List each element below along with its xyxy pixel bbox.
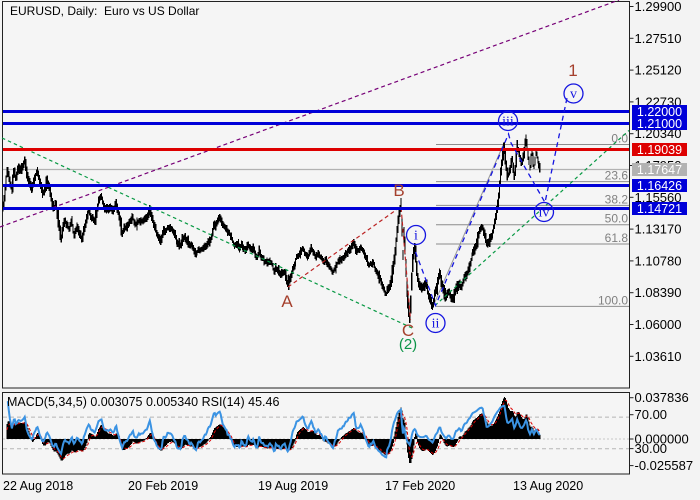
svg-text:1.03610: 1.03610	[635, 349, 682, 364]
svg-text:1.19039: 1.19039	[637, 143, 682, 157]
svg-text:1.13170: 1.13170	[635, 222, 682, 237]
svg-text:100.0: 100.0	[598, 293, 628, 307]
svg-text:1.29900: 1.29900	[635, 0, 682, 14]
svg-text:A: A	[281, 292, 293, 311]
svg-text:1.15560: 1.15560	[635, 190, 682, 205]
svg-text:1.17647: 1.17647	[637, 163, 682, 177]
svg-text:iv: iv	[539, 206, 550, 221]
svg-text:1.25120: 1.25120	[635, 63, 682, 78]
svg-text:1.10780: 1.10780	[635, 253, 682, 268]
svg-text:(2): (2)	[399, 336, 417, 353]
svg-text:50.0: 50.0	[605, 212, 629, 226]
svg-text:38.2: 38.2	[605, 192, 629, 206]
svg-text:i: i	[414, 229, 418, 244]
svg-text:1.06000: 1.06000	[635, 317, 682, 332]
svg-text:MACD(5,34,5) 0.003075 0.005340: MACD(5,34,5) 0.003075 0.005340 RSI(14) 4…	[7, 395, 279, 409]
svg-text:1.21000: 1.21000	[637, 117, 682, 131]
svg-text:1.14721: 1.14721	[637, 202, 682, 216]
svg-text:13 Aug 2020: 13 Aug 2020	[513, 479, 583, 493]
svg-text:70.00: 70.00	[635, 407, 668, 422]
svg-text:v: v	[570, 87, 577, 102]
svg-text:17 Feb 2020: 17 Feb 2020	[385, 479, 455, 493]
svg-text:EURUSD, Daily: Euro vs US Dol: EURUSD, Daily: Euro vs US Dollar	[10, 4, 199, 18]
svg-text:-0.025587: -0.025587	[635, 458, 694, 473]
svg-text:61.8: 61.8	[605, 231, 629, 245]
svg-text:1: 1	[568, 61, 577, 80]
svg-text:C: C	[402, 321, 414, 340]
svg-text:19 Aug 2019: 19 Aug 2019	[258, 479, 328, 493]
svg-text:0.037836: 0.037836	[635, 390, 689, 405]
svg-text:1.27510: 1.27510	[635, 31, 682, 46]
svg-text:B: B	[393, 181, 404, 200]
svg-text:22 Aug 2018: 22 Aug 2018	[3, 479, 73, 493]
svg-text:1.16426: 1.16426	[637, 179, 682, 193]
svg-text:1.22000: 1.22000	[637, 105, 682, 119]
svg-text:20 Feb 2019: 20 Feb 2019	[128, 479, 198, 493]
svg-text:1.08390: 1.08390	[635, 285, 682, 300]
svg-text:0.000000: 0.000000	[635, 432, 689, 447]
svg-text:ii: ii	[432, 317, 440, 332]
svg-text:23.6: 23.6	[605, 169, 629, 183]
svg-text:iii: iii	[502, 115, 514, 130]
svg-text:30.00: 30.00	[635, 441, 668, 456]
